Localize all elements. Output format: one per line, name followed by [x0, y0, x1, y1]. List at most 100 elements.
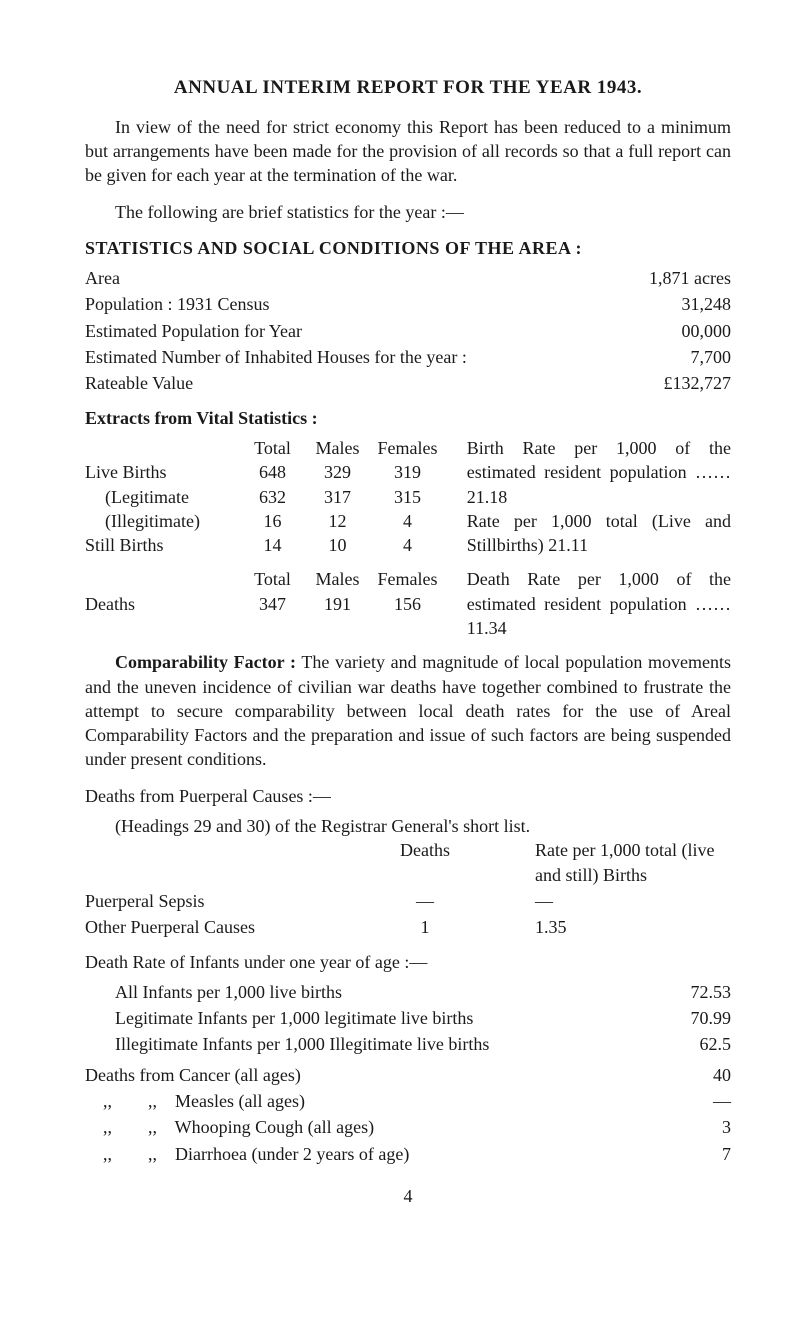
- legit-label: (Legitimate: [85, 485, 240, 509]
- stat-area: Area 1,871 acres: [85, 266, 731, 290]
- infant-all-label: All Infants per 1,000 live births: [115, 980, 651, 1004]
- blank-cell: [85, 838, 355, 887]
- area-stats-block: Area 1,871 acres Population : 1931 Censu…: [85, 266, 731, 395]
- deaths-diarrhoea-val: 7: [651, 1142, 731, 1166]
- stat-population-label: Population : 1931 Census: [85, 292, 270, 316]
- infant-illegit-val: 62.5: [651, 1032, 731, 1056]
- stat-houses-value: 7,700: [691, 345, 732, 369]
- deaths-whooping-label: ,, ,, Whooping Cough (all ages): [85, 1115, 651, 1139]
- page-title: ANNUAL INTERIM REPORT FOR THE YEAR 1943.: [85, 75, 731, 101]
- col-deaths: Deaths: [355, 838, 495, 887]
- deaths-cancer-label: Deaths from Cancer (all ages): [85, 1063, 651, 1087]
- stat-population: Population : 1931 Census 31,248: [85, 292, 731, 316]
- deaths-diarrhoea-label: ,, ,, Diarrhoea (under 2 years of age): [85, 1142, 651, 1166]
- blank-cell: [85, 436, 240, 460]
- legit-females: 315: [370, 485, 445, 509]
- sepsis-label: Puerperal Sepsis: [85, 889, 355, 913]
- other-deaths: 1: [355, 915, 495, 939]
- vital-deaths-block: Total Males Females Deaths 347 191 156 D…: [85, 567, 731, 640]
- filler-dots: [308, 319, 676, 343]
- filler-dots: [276, 292, 676, 316]
- illegit-total: 16: [240, 509, 305, 533]
- illegit-label: (Illegitimate): [85, 509, 240, 533]
- stat-houses: Estimated Number of Inhabited Houses for…: [85, 345, 731, 369]
- deaths-from-block: Deaths from Cancer (all ages) 40 ,, ,, M…: [85, 1063, 731, 1166]
- deaths-total: 347: [240, 592, 305, 616]
- infant-all-val: 72.53: [651, 980, 731, 1004]
- deaths-males: 191: [305, 592, 370, 616]
- hdr-total: Total: [240, 436, 305, 460]
- live-females: 319: [370, 460, 445, 484]
- stat-rateable-label: Rateable Value: [85, 371, 193, 395]
- stat-est-population-label: Estimated Population for Year: [85, 319, 302, 343]
- still-males: 10: [305, 533, 370, 557]
- illegit-females: 4: [370, 509, 445, 533]
- deaths-measles-val: —: [651, 1089, 731, 1113]
- filler-dots: [126, 266, 643, 290]
- other-label: Other Puerperal Causes: [85, 915, 355, 939]
- col-rate: Rate per 1,000 total (live and still) Bi…: [495, 838, 731, 887]
- hdr-males: Males: [305, 436, 370, 460]
- legit-total: 632: [240, 485, 305, 509]
- intro-paragraph-2: The following are brief statistics for t…: [85, 200, 731, 224]
- live-label: Live Births: [85, 460, 240, 484]
- deaths-females: 156: [370, 592, 445, 616]
- vital-header-row-2: Total Males Females: [85, 567, 447, 591]
- death-rate-text: Death Rate per 1,000 of the estimated re…: [467, 567, 731, 640]
- live-males: 329: [305, 460, 370, 484]
- puerperal-col-headers: Deaths Rate per 1,000 total (live and st…: [85, 838, 731, 887]
- still-label: Still Births: [85, 533, 240, 557]
- legit-males: 317: [305, 485, 370, 509]
- puerperal-row-sepsis: Puerperal Sepsis — —: [85, 889, 731, 913]
- infant-all-row: All Infants per 1,000 live births 72.53: [115, 980, 731, 1004]
- live-total: 648: [240, 460, 305, 484]
- vital-deaths-table: Total Males Females Deaths 347 191 156: [85, 567, 447, 640]
- stat-area-label: Area: [85, 266, 120, 290]
- stat-area-value: 1,871 acres: [649, 266, 731, 290]
- comparability-head: Comparability Factor :: [115, 652, 296, 672]
- stat-est-population: Estimated Population for Year 00,000: [85, 319, 731, 343]
- vital-rates-right: Birth Rate per 1,000 of the estimated re…: [467, 436, 731, 557]
- birth-rate-text: Birth Rate per 1,000 of the estimated re…: [467, 436, 731, 509]
- blank-cell: [85, 567, 240, 591]
- deaths-whooping-row: ,, ,, Whooping Cough (all ages) 3: [85, 1115, 731, 1139]
- intro-paragraph-1: In view of the need for strict economy t…: [85, 115, 731, 188]
- infant-rates-block: All Infants per 1,000 live births 72.53 …: [85, 980, 731, 1057]
- stat-houses-label: Estimated Number of Inhabited Houses for…: [85, 345, 467, 369]
- deaths-measles-row: ,, ,, Measles (all ages) —: [85, 1089, 731, 1113]
- stats-heading: STATISTICS AND SOCIAL CONDITIONS OF THE …: [85, 236, 731, 260]
- deaths-measles-label: ,, ,, Measles (all ages): [85, 1089, 651, 1113]
- sepsis-deaths: —: [355, 889, 495, 913]
- vital-live-row: Live Births 648 329 319: [85, 460, 447, 484]
- stat-rateable: Rateable Value £132,727: [85, 371, 731, 395]
- hdr-total-2: Total: [240, 567, 305, 591]
- filler-dots: [199, 371, 657, 395]
- deaths-label: Deaths: [85, 592, 240, 616]
- extracts-heading: Extracts from Vital Statistics :: [85, 406, 731, 430]
- sepsis-rate: —: [495, 889, 731, 913]
- stat-est-population-value: 00,000: [682, 319, 732, 343]
- stat-population-value: 31,248: [682, 292, 732, 316]
- still-females: 4: [370, 533, 445, 557]
- filler-dots: [473, 345, 685, 369]
- deaths-cancer-val: 40: [651, 1063, 731, 1087]
- illegit-males: 12: [305, 509, 370, 533]
- puerperal-heading: Deaths from Puerperal Causes :—: [85, 784, 731, 808]
- infant-illegit-row: Illegitimate Infants per 1,000 Illegitim…: [115, 1032, 731, 1056]
- page-number: 4: [85, 1184, 731, 1208]
- still-rate-text: Rate per 1,000 total (Live and Stillbirt…: [467, 509, 731, 558]
- hdr-females-2: Females: [370, 567, 445, 591]
- vital-deaths-row: Deaths 347 191 156: [85, 592, 447, 616]
- vital-stats-block: Total Males Females Live Births 648 329 …: [85, 436, 731, 557]
- other-rate: 1.35: [495, 915, 731, 939]
- death-rate-right: Death Rate per 1,000 of the estimated re…: [467, 567, 731, 640]
- hdr-males-2: Males: [305, 567, 370, 591]
- deaths-diarrhoea-row: ,, ,, Diarrhoea (under 2 years of age) 7: [85, 1142, 731, 1166]
- still-total: 14: [240, 533, 305, 557]
- infant-legit-label: Legitimate Infants per 1,000 legitimate …: [115, 1006, 651, 1030]
- puerperal-row-other: Other Puerperal Causes 1 1.35: [85, 915, 731, 939]
- vital-header-row: Total Males Females: [85, 436, 447, 460]
- infant-legit-row: Legitimate Infants per 1,000 legitimate …: [115, 1006, 731, 1030]
- deaths-cancer-row: Deaths from Cancer (all ages) 40: [85, 1063, 731, 1087]
- infant-illegit-label: Illegitimate Infants per 1,000 Illegitim…: [115, 1032, 651, 1056]
